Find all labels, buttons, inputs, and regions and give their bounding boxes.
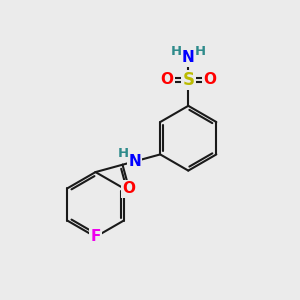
Text: O: O	[160, 72, 174, 87]
Text: F: F	[90, 230, 101, 244]
Text: O: O	[123, 182, 136, 196]
Text: H: H	[195, 45, 206, 58]
Text: N: N	[128, 154, 141, 169]
Text: H: H	[170, 45, 182, 58]
Text: H: H	[118, 147, 129, 160]
Text: S: S	[182, 71, 194, 89]
Text: O: O	[203, 72, 216, 87]
Text: N: N	[182, 50, 195, 65]
